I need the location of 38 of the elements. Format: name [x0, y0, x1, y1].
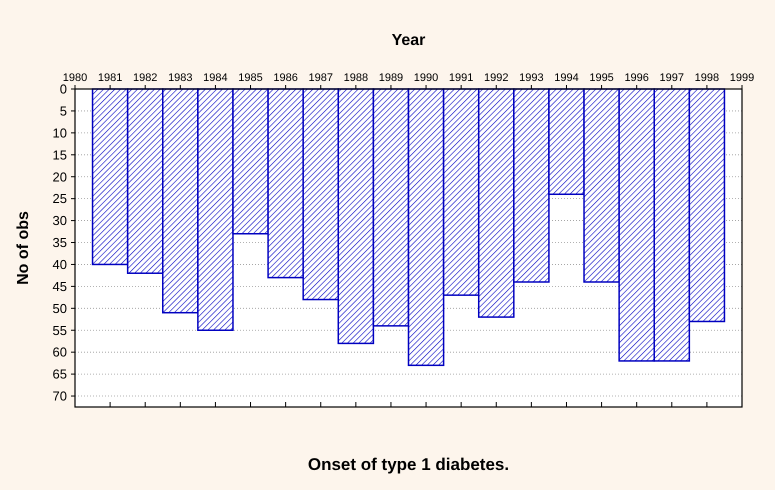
y-tick-label: 15	[52, 147, 67, 162]
x-tick-label: 1980	[62, 72, 88, 84]
x-tick-label: 1983	[168, 72, 193, 84]
y-tick-label: 55	[52, 322, 67, 338]
y-tick-label: 30	[52, 213, 67, 228]
x-tick-label: 1984	[203, 72, 228, 84]
x-tick-label: 1997	[660, 72, 684, 84]
y-tick-label: 0	[60, 82, 67, 97]
y-tick-label: 60	[52, 344, 67, 360]
x-tick-label: 1989	[378, 72, 404, 84]
y-tick-label: 40	[52, 257, 67, 272]
x-tick-label: 1999	[730, 72, 754, 84]
x-tick-label: 1985	[238, 72, 263, 84]
x-tick-label: 1987	[308, 72, 333, 84]
y-tick-label: 5	[60, 103, 67, 118]
y-tick-label: 25	[52, 191, 67, 206]
y-tick-label: 50	[52, 300, 67, 316]
y-tick-label: 45	[52, 278, 67, 294]
x-tick-label: 1981	[98, 72, 122, 84]
x-tick-label: 1995	[589, 72, 614, 84]
x-tick-label: 1992	[484, 72, 509, 84]
text: Onset of type 1 diabetes.	[308, 455, 510, 474]
x-axis-title: Year	[392, 32, 426, 49]
x-tick-label: 1990	[414, 72, 438, 84]
x-tick-label: 1991	[448, 72, 474, 84]
y-axis-title: No of obs	[15, 211, 32, 285]
y-tick-label: 10	[52, 125, 67, 140]
x-tick-label: 1982	[132, 72, 158, 84]
y-tick-label: 35	[52, 235, 67, 250]
x-tick-label: 1994	[554, 72, 579, 84]
x-tick-label: 1988	[344, 72, 368, 84]
x-tick-label: 1993	[519, 72, 544, 84]
x-tick-label: 1986	[273, 72, 298, 84]
x-tick-label: 1998	[694, 72, 720, 84]
y-tick-label: 65	[52, 366, 67, 382]
x-tick-label: 1996	[624, 72, 649, 84]
y-tick-label: 20	[52, 169, 67, 184]
y-tick-label: 70	[52, 388, 67, 404]
